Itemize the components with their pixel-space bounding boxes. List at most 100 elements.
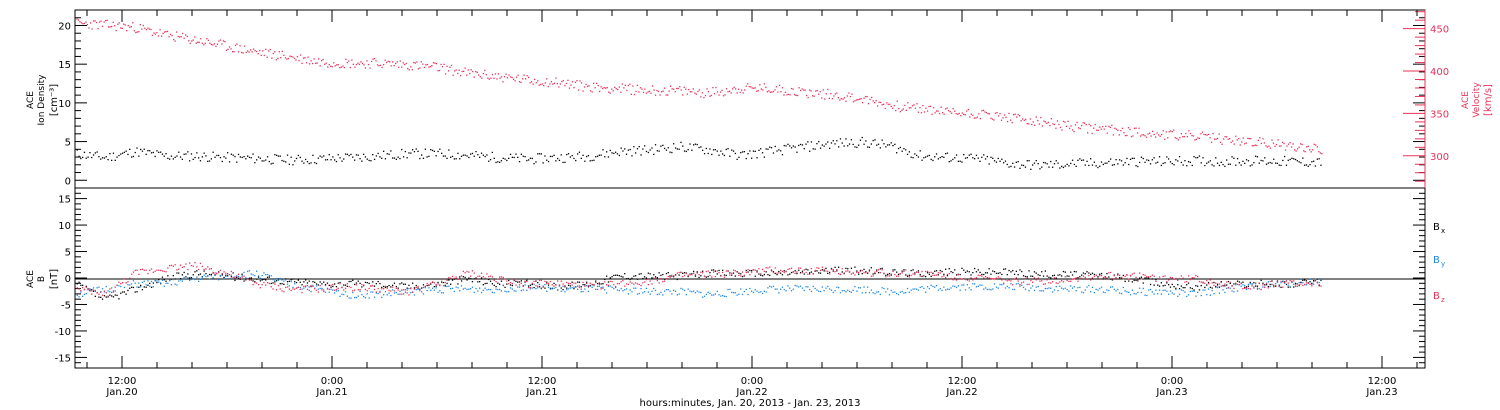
bz-point bbox=[406, 292, 408, 294]
velocity-point bbox=[866, 96, 868, 98]
density-point bbox=[1287, 159, 1289, 161]
velocity-point bbox=[1159, 135, 1161, 137]
bx-point bbox=[573, 288, 575, 290]
bx-point bbox=[607, 281, 610, 283]
density-point bbox=[858, 144, 860, 146]
velocity-point bbox=[686, 93, 688, 95]
by-point bbox=[228, 278, 231, 280]
density-point bbox=[127, 153, 129, 156]
velocity-point bbox=[615, 88, 617, 90]
by-point bbox=[218, 279, 220, 281]
velocity-point bbox=[79, 21, 81, 23]
bz-point bbox=[1073, 278, 1075, 280]
by-point bbox=[1097, 289, 1099, 291]
bz-point bbox=[305, 286, 307, 288]
bz-point bbox=[1271, 284, 1273, 286]
density-point bbox=[1213, 165, 1215, 167]
bx-point bbox=[422, 284, 425, 286]
by-point bbox=[1287, 284, 1289, 286]
velocity-point bbox=[753, 87, 755, 89]
by-point bbox=[439, 290, 441, 292]
by-point bbox=[1316, 282, 1318, 284]
by-point bbox=[323, 289, 325, 291]
by-point bbox=[595, 288, 597, 290]
velocity-point bbox=[1206, 134, 1208, 136]
by-point bbox=[674, 290, 677, 292]
bx-point bbox=[756, 270, 758, 272]
velocity-point bbox=[747, 83, 749, 85]
velocity-point bbox=[263, 54, 265, 57]
velocity-point bbox=[100, 20, 102, 22]
by-point bbox=[343, 293, 345, 296]
bz-point bbox=[1244, 287, 1246, 289]
velocity-point bbox=[302, 57, 305, 59]
bz-point bbox=[100, 291, 102, 293]
bz-point bbox=[364, 288, 367, 291]
bz-point bbox=[428, 284, 430, 286]
velocity-point bbox=[1224, 136, 1226, 138]
bz-point bbox=[408, 294, 410, 296]
velocity-point bbox=[1321, 153, 1323, 155]
velocity-point bbox=[1204, 134, 1207, 136]
density-point bbox=[533, 163, 535, 165]
velocity-point bbox=[284, 57, 287, 59]
bx-point bbox=[830, 267, 833, 270]
bx-point bbox=[1175, 287, 1177, 289]
velocity-point bbox=[1189, 132, 1191, 135]
velocity-point bbox=[269, 48, 271, 51]
velocity-point bbox=[1182, 136, 1184, 138]
by-point bbox=[1044, 287, 1046, 290]
bx-point bbox=[263, 278, 265, 280]
bz-point bbox=[868, 270, 871, 272]
density-point bbox=[207, 160, 209, 162]
by-point bbox=[1206, 294, 1208, 296]
bz-point bbox=[1255, 282, 1257, 284]
density-point bbox=[1216, 162, 1219, 164]
density-point bbox=[1191, 164, 1193, 167]
velocity-point bbox=[1047, 121, 1049, 124]
by-point bbox=[491, 291, 493, 293]
density-point bbox=[477, 154, 479, 156]
density-point bbox=[1091, 164, 1094, 166]
density-point bbox=[243, 156, 245, 158]
bz-point bbox=[972, 279, 974, 281]
bz-point bbox=[1155, 280, 1157, 283]
bz-point bbox=[1166, 280, 1168, 283]
velocity-point bbox=[1168, 131, 1170, 133]
bx-point bbox=[404, 283, 406, 285]
by-point bbox=[506, 291, 508, 293]
velocity-point bbox=[580, 82, 583, 84]
bz-point bbox=[344, 287, 347, 289]
top-right-unit: [km/s] bbox=[1483, 84, 1494, 116]
velocity-point bbox=[463, 70, 465, 72]
by-point bbox=[150, 280, 153, 283]
velocity-point bbox=[361, 62, 364, 65]
bx-point bbox=[132, 286, 135, 289]
bx-point bbox=[589, 284, 591, 287]
velocity-point bbox=[768, 90, 770, 92]
density-point bbox=[361, 160, 363, 162]
by-point bbox=[239, 276, 241, 279]
density-point bbox=[678, 148, 680, 150]
bx-point bbox=[1006, 274, 1008, 276]
density-point bbox=[1108, 160, 1110, 163]
bx-point bbox=[368, 282, 370, 285]
bx-point bbox=[393, 282, 396, 284]
by-point bbox=[279, 277, 281, 280]
by-point bbox=[1202, 289, 1204, 291]
by-point bbox=[575, 286, 577, 288]
density-point bbox=[489, 159, 492, 161]
density-point bbox=[946, 152, 949, 154]
density-point bbox=[384, 158, 387, 160]
by-point bbox=[167, 282, 169, 284]
velocity-point bbox=[1232, 140, 1234, 142]
velocity-point bbox=[1064, 121, 1066, 123]
density-point bbox=[1046, 163, 1048, 165]
bx-point bbox=[1004, 268, 1007, 270]
velocity-point bbox=[883, 103, 885, 105]
bz-point bbox=[334, 289, 336, 291]
velocity-point bbox=[121, 27, 123, 29]
bz-point bbox=[1062, 281, 1065, 283]
bz-point bbox=[644, 281, 646, 283]
density-point bbox=[281, 159, 283, 162]
